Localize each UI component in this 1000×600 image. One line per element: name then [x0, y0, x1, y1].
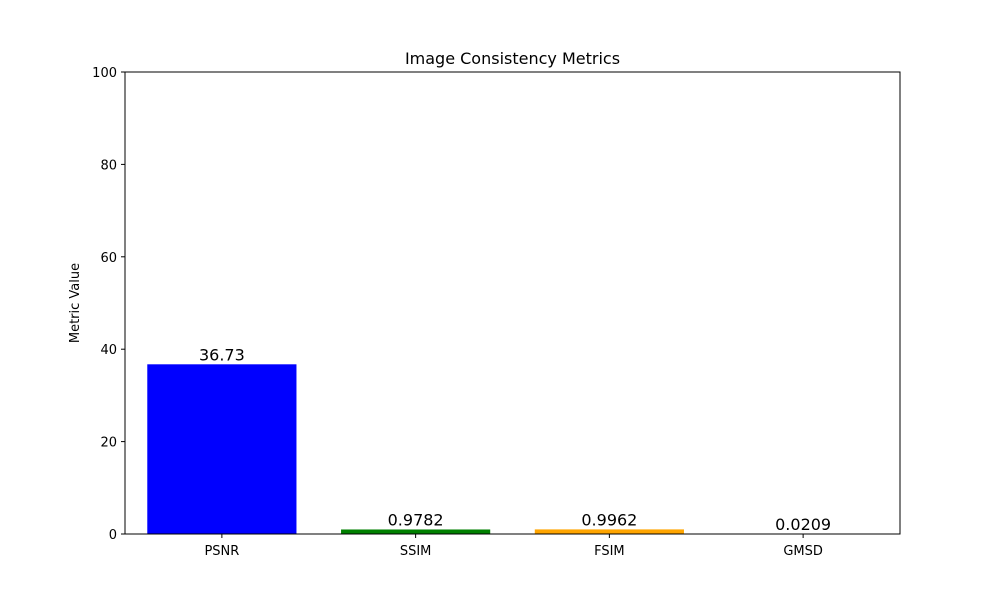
chart-title: Image Consistency Metrics [405, 49, 620, 68]
y-tick-label: 40 [100, 343, 117, 358]
bar-psnr [147, 364, 297, 534]
data-label-psnr: 36.73 [199, 345, 245, 364]
plot-frame [124, 71, 901, 535]
data-label-ssim: 0.9782 [388, 510, 444, 529]
y-tick-label: 0 [109, 528, 117, 543]
y-tick-label: 100 [92, 66, 117, 81]
y-axis-label: Metric Value [68, 263, 83, 343]
x-axis: PSNR SSIM FSIM GMSD [204, 534, 823, 559]
y-tick-label: 80 [100, 158, 117, 173]
x-tick-label-ssim: SSIM [400, 544, 432, 559]
x-tick-label-gmsd: GMSD [783, 544, 823, 559]
x-tick-label-fsim: FSIM [594, 544, 625, 559]
y-tick-label: 20 [100, 436, 117, 451]
y-axis: 0 20 40 60 80 100 [92, 66, 125, 543]
data-labels: 36.73 0.9782 0.9962 0.0209 [199, 345, 831, 534]
bar-ssim [341, 529, 491, 534]
bar-fsim [534, 529, 684, 534]
x-tick-label-psnr: PSNR [204, 544, 239, 559]
data-label-gmsd: 0.0209 [775, 515, 831, 534]
y-tick-label: 60 [100, 251, 117, 266]
bars [147, 364, 878, 534]
data-label-fsim: 0.9962 [581, 510, 637, 529]
